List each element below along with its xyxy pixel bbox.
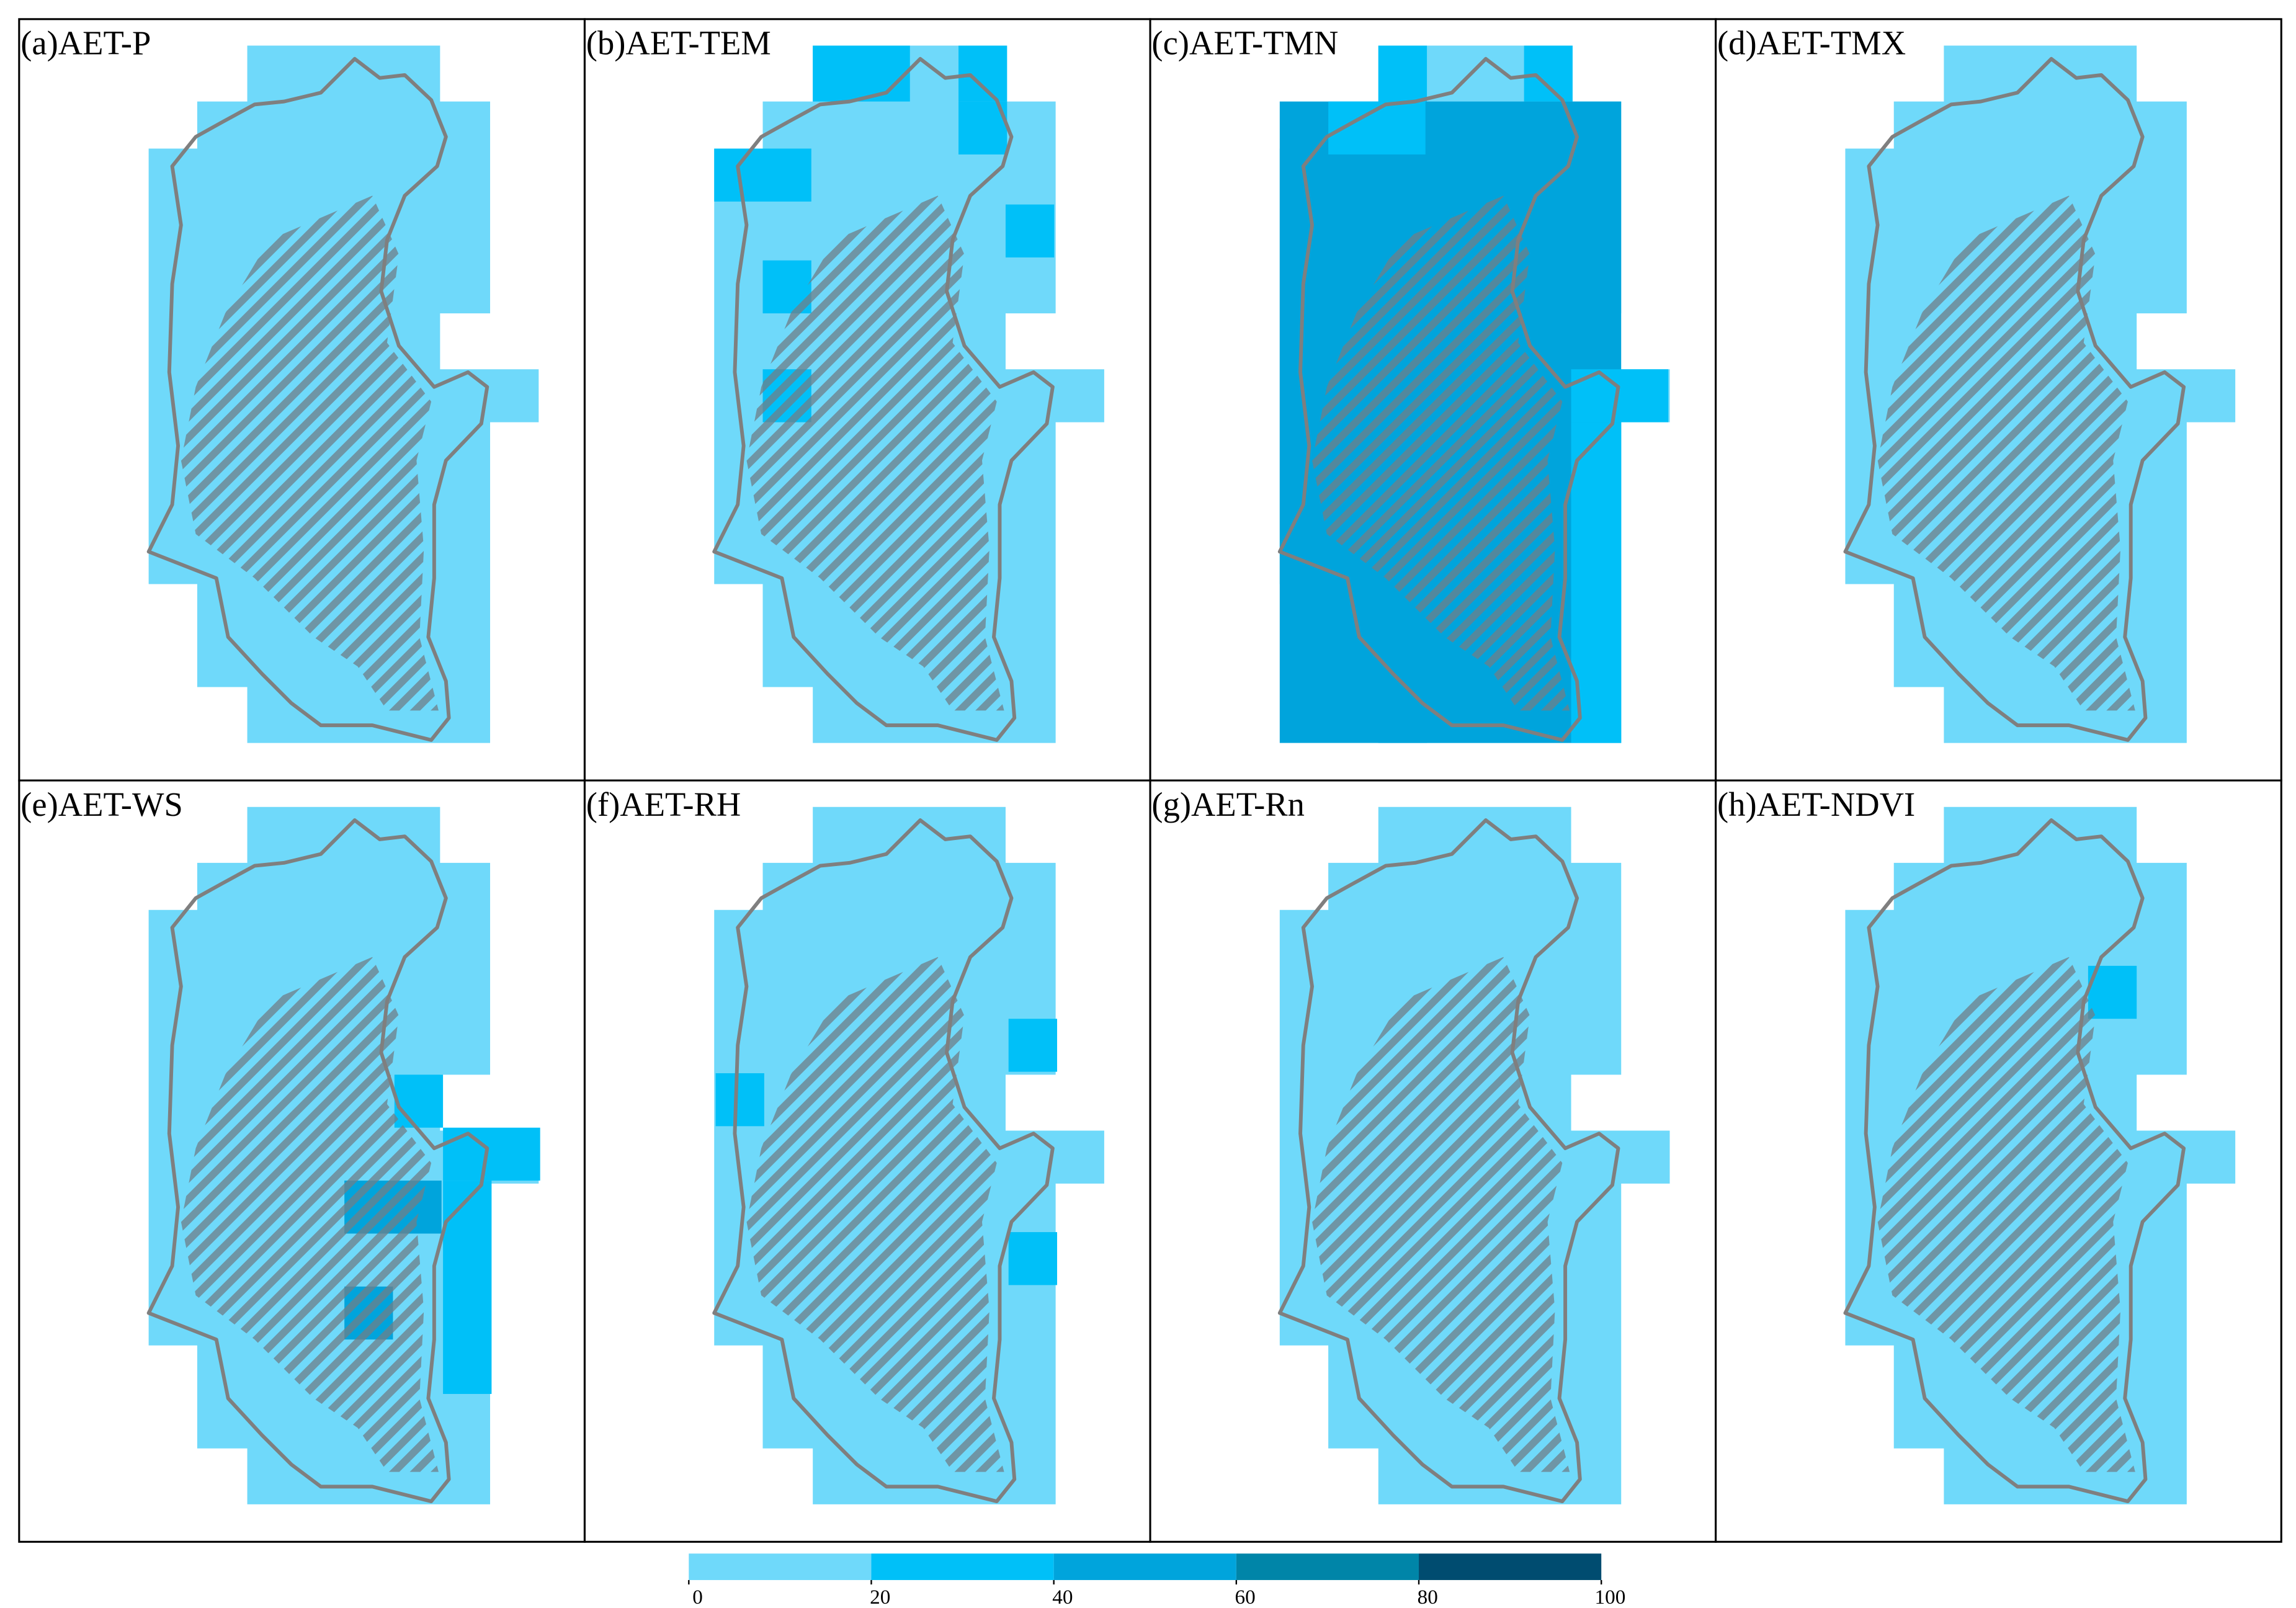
grid-cell bbox=[443, 1181, 492, 1394]
significance-hatch bbox=[1877, 957, 2135, 1472]
map-panel: (e)AET-WS bbox=[18, 779, 586, 1543]
map-panel: (f)AET-RH bbox=[583, 779, 1151, 1543]
significance-hatch bbox=[181, 957, 439, 1472]
map-panel: (g)AET-Rn bbox=[1149, 779, 1717, 1543]
grid-cell bbox=[1524, 45, 1573, 102]
grid-cell bbox=[1378, 45, 1427, 102]
map-panel: (c)AET-TMN bbox=[1149, 18, 1717, 782]
grid-cell bbox=[1005, 204, 1055, 258]
colorbar-bin bbox=[689, 1553, 872, 1580]
panel-title: (f)AET-RH bbox=[586, 785, 741, 823]
significance-hatch bbox=[746, 195, 1004, 711]
basin-outline bbox=[712, 818, 1055, 1504]
panel-title: (h)AET-NDVI bbox=[1717, 785, 1915, 823]
significance-hatch bbox=[1312, 957, 1570, 1472]
colorbar-bin bbox=[1236, 1553, 1419, 1580]
basin-outline bbox=[1843, 818, 2186, 1504]
colorbar: 0 20 40 60 80 100 bbox=[688, 1553, 1626, 1608]
colorbar-bin bbox=[1053, 1553, 1236, 1580]
grid-cell bbox=[715, 1073, 764, 1127]
grid-cell bbox=[1378, 687, 1427, 743]
colorbar-label: 100 bbox=[1595, 1586, 1626, 1608]
significance-hatch bbox=[181, 195, 439, 711]
basin-outline bbox=[146, 818, 489, 1504]
grid-cell bbox=[1008, 1232, 1058, 1285]
basin-outline bbox=[712, 56, 1055, 742]
panel-title: (e)AET-WS bbox=[20, 785, 183, 823]
panel-grid: (a)AET-P (b)AET-TEM (c)AET-TMN (d)AET-TMX (e… bbox=[18, 18, 2282, 1543]
colorbar-bin bbox=[1419, 1553, 1602, 1580]
panel-title: (d)AET-TMX bbox=[1717, 24, 1906, 62]
colorbar-label: 40 bbox=[1052, 1586, 1073, 1608]
grid-cell bbox=[394, 1074, 444, 1128]
panel-title: (b)AET-TEM bbox=[586, 24, 771, 62]
significance-hatch bbox=[1312, 195, 1570, 711]
grid-cell bbox=[958, 45, 1007, 102]
panel-title: (a)AET-P bbox=[20, 24, 151, 62]
map-panel: (h)AET-NDVI bbox=[1715, 779, 2282, 1543]
grid-cell bbox=[714, 148, 811, 202]
basin-outline bbox=[146, 56, 489, 742]
colorbar-label: 0 bbox=[692, 1586, 703, 1608]
panel-title: (g)AET-Rn bbox=[1151, 785, 1305, 823]
basin-outline bbox=[1277, 818, 1620, 1504]
grid-cell bbox=[443, 1127, 540, 1181]
colorbar-bin bbox=[871, 1553, 1054, 1580]
colorbar-label: 20 bbox=[870, 1586, 890, 1608]
basin-outline bbox=[1843, 56, 2186, 742]
map-panel: (d)AET-TMX bbox=[1715, 18, 2282, 782]
map-panel: (b)AET-TEM bbox=[583, 18, 1151, 782]
panel-title: (c)AET-TMN bbox=[1151, 24, 1338, 62]
colorbar-label: 80 bbox=[1418, 1586, 1438, 1608]
grid-cell bbox=[813, 45, 910, 102]
significance-hatch bbox=[746, 957, 1004, 1472]
basin-outline bbox=[1277, 56, 1620, 742]
map-panel: (a)AET-P bbox=[18, 18, 586, 782]
significance-hatch bbox=[1877, 195, 2135, 711]
grid-cell bbox=[1008, 1019, 1058, 1072]
colorbar-label: 60 bbox=[1235, 1586, 1255, 1608]
